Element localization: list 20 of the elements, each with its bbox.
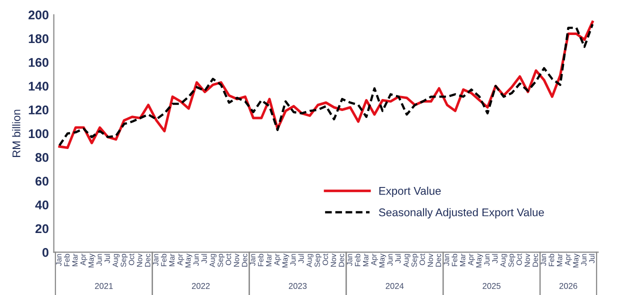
legend-label: Seasonally Adjusted Export Value — [378, 208, 544, 218]
text: 2022 — [192, 282, 210, 289]
text: 2024 — [386, 282, 404, 289]
y-tick-label: 120 — [28, 106, 48, 114]
y-axis-title: RM billion — [12, 110, 20, 157]
y-tick-label: 60 — [36, 176, 48, 186]
legend-label: Export Value — [379, 186, 441, 198]
y-tick-label: 20 — [35, 224, 48, 234]
text: 2021 — [95, 282, 113, 289]
y-tick-label: 140 — [28, 82, 48, 91]
text: 2026 — [559, 282, 578, 289]
y-tick-label: 200 — [28, 10, 48, 20]
y-tick-label: 0 — [42, 248, 48, 257]
text: 2023 — [288, 282, 307, 289]
text: 2025 — [482, 282, 500, 289]
y-tick-label: 40 — [35, 200, 48, 210]
y-tick-label: 160 — [28, 58, 48, 67]
y-tick-label: 100 — [28, 129, 48, 138]
y-tick-label: 80 — [35, 153, 48, 162]
y-tick-label: 180 — [28, 34, 48, 44]
